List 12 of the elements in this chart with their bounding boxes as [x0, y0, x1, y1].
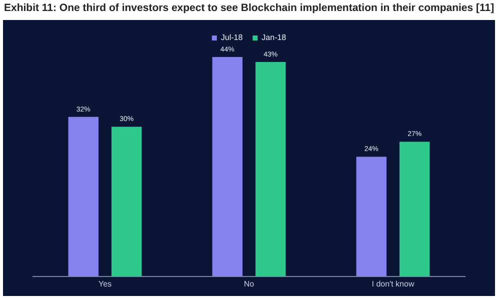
bar	[212, 56, 243, 276]
bar	[255, 62, 286, 276]
bar	[356, 156, 387, 276]
bar	[68, 116, 99, 276]
x-tick-label: No	[244, 279, 255, 288]
x-tick-label: I don't know	[372, 279, 414, 288]
chart-title: Exhibit 11: One third of investors expect to see Blockchain implementation in their companies [11]	[4, 2, 496, 14]
bar	[111, 126, 142, 276]
legend-label: Jan-18	[262, 33, 287, 42]
legend-label: Jul-18	[220, 33, 244, 42]
bar	[399, 142, 430, 276]
x-tick-label: Yes	[98, 279, 112, 288]
